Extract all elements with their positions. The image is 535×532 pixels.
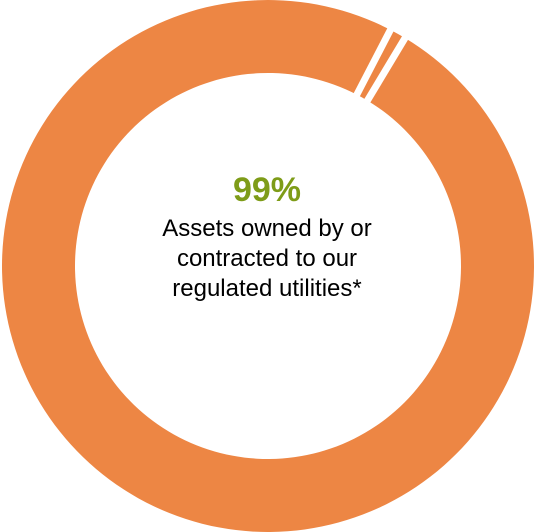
donut-slice-2 [356, 29, 406, 101]
slice-separator-1 [363, 34, 410, 105]
slice-separator-2 [352, 26, 395, 99]
